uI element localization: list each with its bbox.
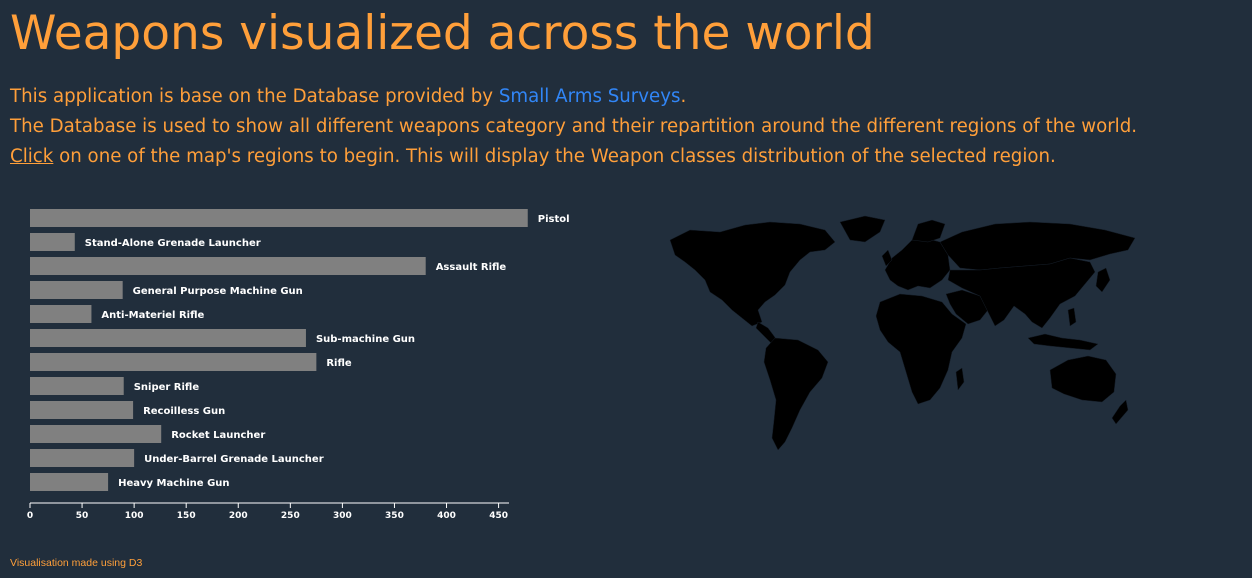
bar-label: Assault Rifle <box>436 262 507 273</box>
intro-line-2: The Database is used to show all differe… <box>10 116 1138 137</box>
small-arms-survey-link[interactable]: Small Arms Surveys <box>498 86 681 107</box>
world-map[interactable] <box>650 210 1150 460</box>
x-tick-label: 450 <box>489 511 508 520</box>
region-scandinavia[interactable] <box>911 219 946 243</box>
bar-label: Rocket Launcher <box>171 430 265 441</box>
bar-stand-alone-grenade-launcher[interactable] <box>30 233 75 251</box>
x-tick-label: 300 <box>333 511 352 520</box>
region-madagascar[interactable] <box>955 367 965 391</box>
region-greenland[interactable] <box>839 215 886 243</box>
x-tick-label: 250 <box>281 511 300 520</box>
region-japan[interactable] <box>1095 267 1111 293</box>
x-axis: 0 50 100 150 200 250 300 350 400 450 <box>27 502 509 520</box>
bar-label: Anti-Materiel Rifle <box>101 310 204 321</box>
bar-label: Sniper Rifle <box>134 382 200 393</box>
x-tick-label: 200 <box>229 511 248 520</box>
bar-heavy-machine-gun[interactable] <box>30 473 109 491</box>
bar-general-purpose-machine-gun[interactable] <box>30 281 123 299</box>
bars-layer: Pistol Stand-Alone Grenade Launcher Assaul… <box>30 209 570 491</box>
bar-assault-rifle[interactable] <box>30 257 426 275</box>
bar-label: Under-Barrel Grenade Launcher <box>144 454 324 465</box>
region-new-zealand[interactable] <box>1111 399 1129 425</box>
bar-label: General Purpose Machine Gun <box>133 286 303 297</box>
region-indonesia[interactable] <box>1027 333 1099 351</box>
x-tick-label: 50 <box>76 511 89 520</box>
bar-label: Recoilless Gun <box>143 406 225 417</box>
bar-recoilless-gun[interactable] <box>30 401 134 419</box>
weapon-bar-chart: Pistol Stand-Alone Grenade Launcher Assaul… <box>27 209 570 520</box>
intro-line-3: Click on one of the map's regions to beg… <box>10 146 1056 167</box>
page-title: Weapons visualized across the world <box>10 6 875 61</box>
region-europe[interactable] <box>884 237 951 291</box>
x-tick-label: 150 <box>177 511 196 520</box>
region-philippines[interactable] <box>1067 307 1077 327</box>
bar-rocket-launcher[interactable] <box>30 425 162 443</box>
x-tick-label: 100 <box>125 511 144 520</box>
bar-label: Pistol <box>538 214 570 225</box>
region-africa[interactable] <box>875 293 967 405</box>
region-australia[interactable] <box>1049 355 1117 403</box>
intro-text: This application is base on the Database… <box>10 82 1137 172</box>
bar-sub-machine-gun[interactable] <box>30 329 306 347</box>
footer-credit: Visualisation made using D3 <box>10 557 143 569</box>
bar-label: Heavy Machine Gun <box>118 478 229 489</box>
bar-under-barrel-grenade-launcher[interactable] <box>30 449 135 467</box>
bar-label: Stand-Alone Grenade Launcher <box>85 238 261 249</box>
x-tick-label: 350 <box>385 511 404 520</box>
region-asia[interactable] <box>947 257 1096 329</box>
region-south-america[interactable] <box>763 337 829 451</box>
x-tick-label: 0 <box>27 511 33 520</box>
intro-line-1: This application is base on the Database… <box>10 86 687 107</box>
bar-rifle[interactable] <box>30 353 317 371</box>
bar-label: Rifle <box>326 358 352 369</box>
region-middle-east[interactable] <box>945 289 989 325</box>
region-russia[interactable] <box>939 221 1136 271</box>
region-uk[interactable] <box>881 249 893 267</box>
bar-anti-materiel-rifle[interactable] <box>30 305 92 323</box>
region-north-america[interactable] <box>669 221 836 327</box>
bar-label: Sub-machine Gun <box>316 334 415 345</box>
click-link[interactable]: Click <box>10 146 54 167</box>
bar-sniper-rifle[interactable] <box>30 377 124 395</box>
bar-pistol[interactable] <box>30 209 528 227</box>
x-tick-label: 400 <box>437 511 456 520</box>
